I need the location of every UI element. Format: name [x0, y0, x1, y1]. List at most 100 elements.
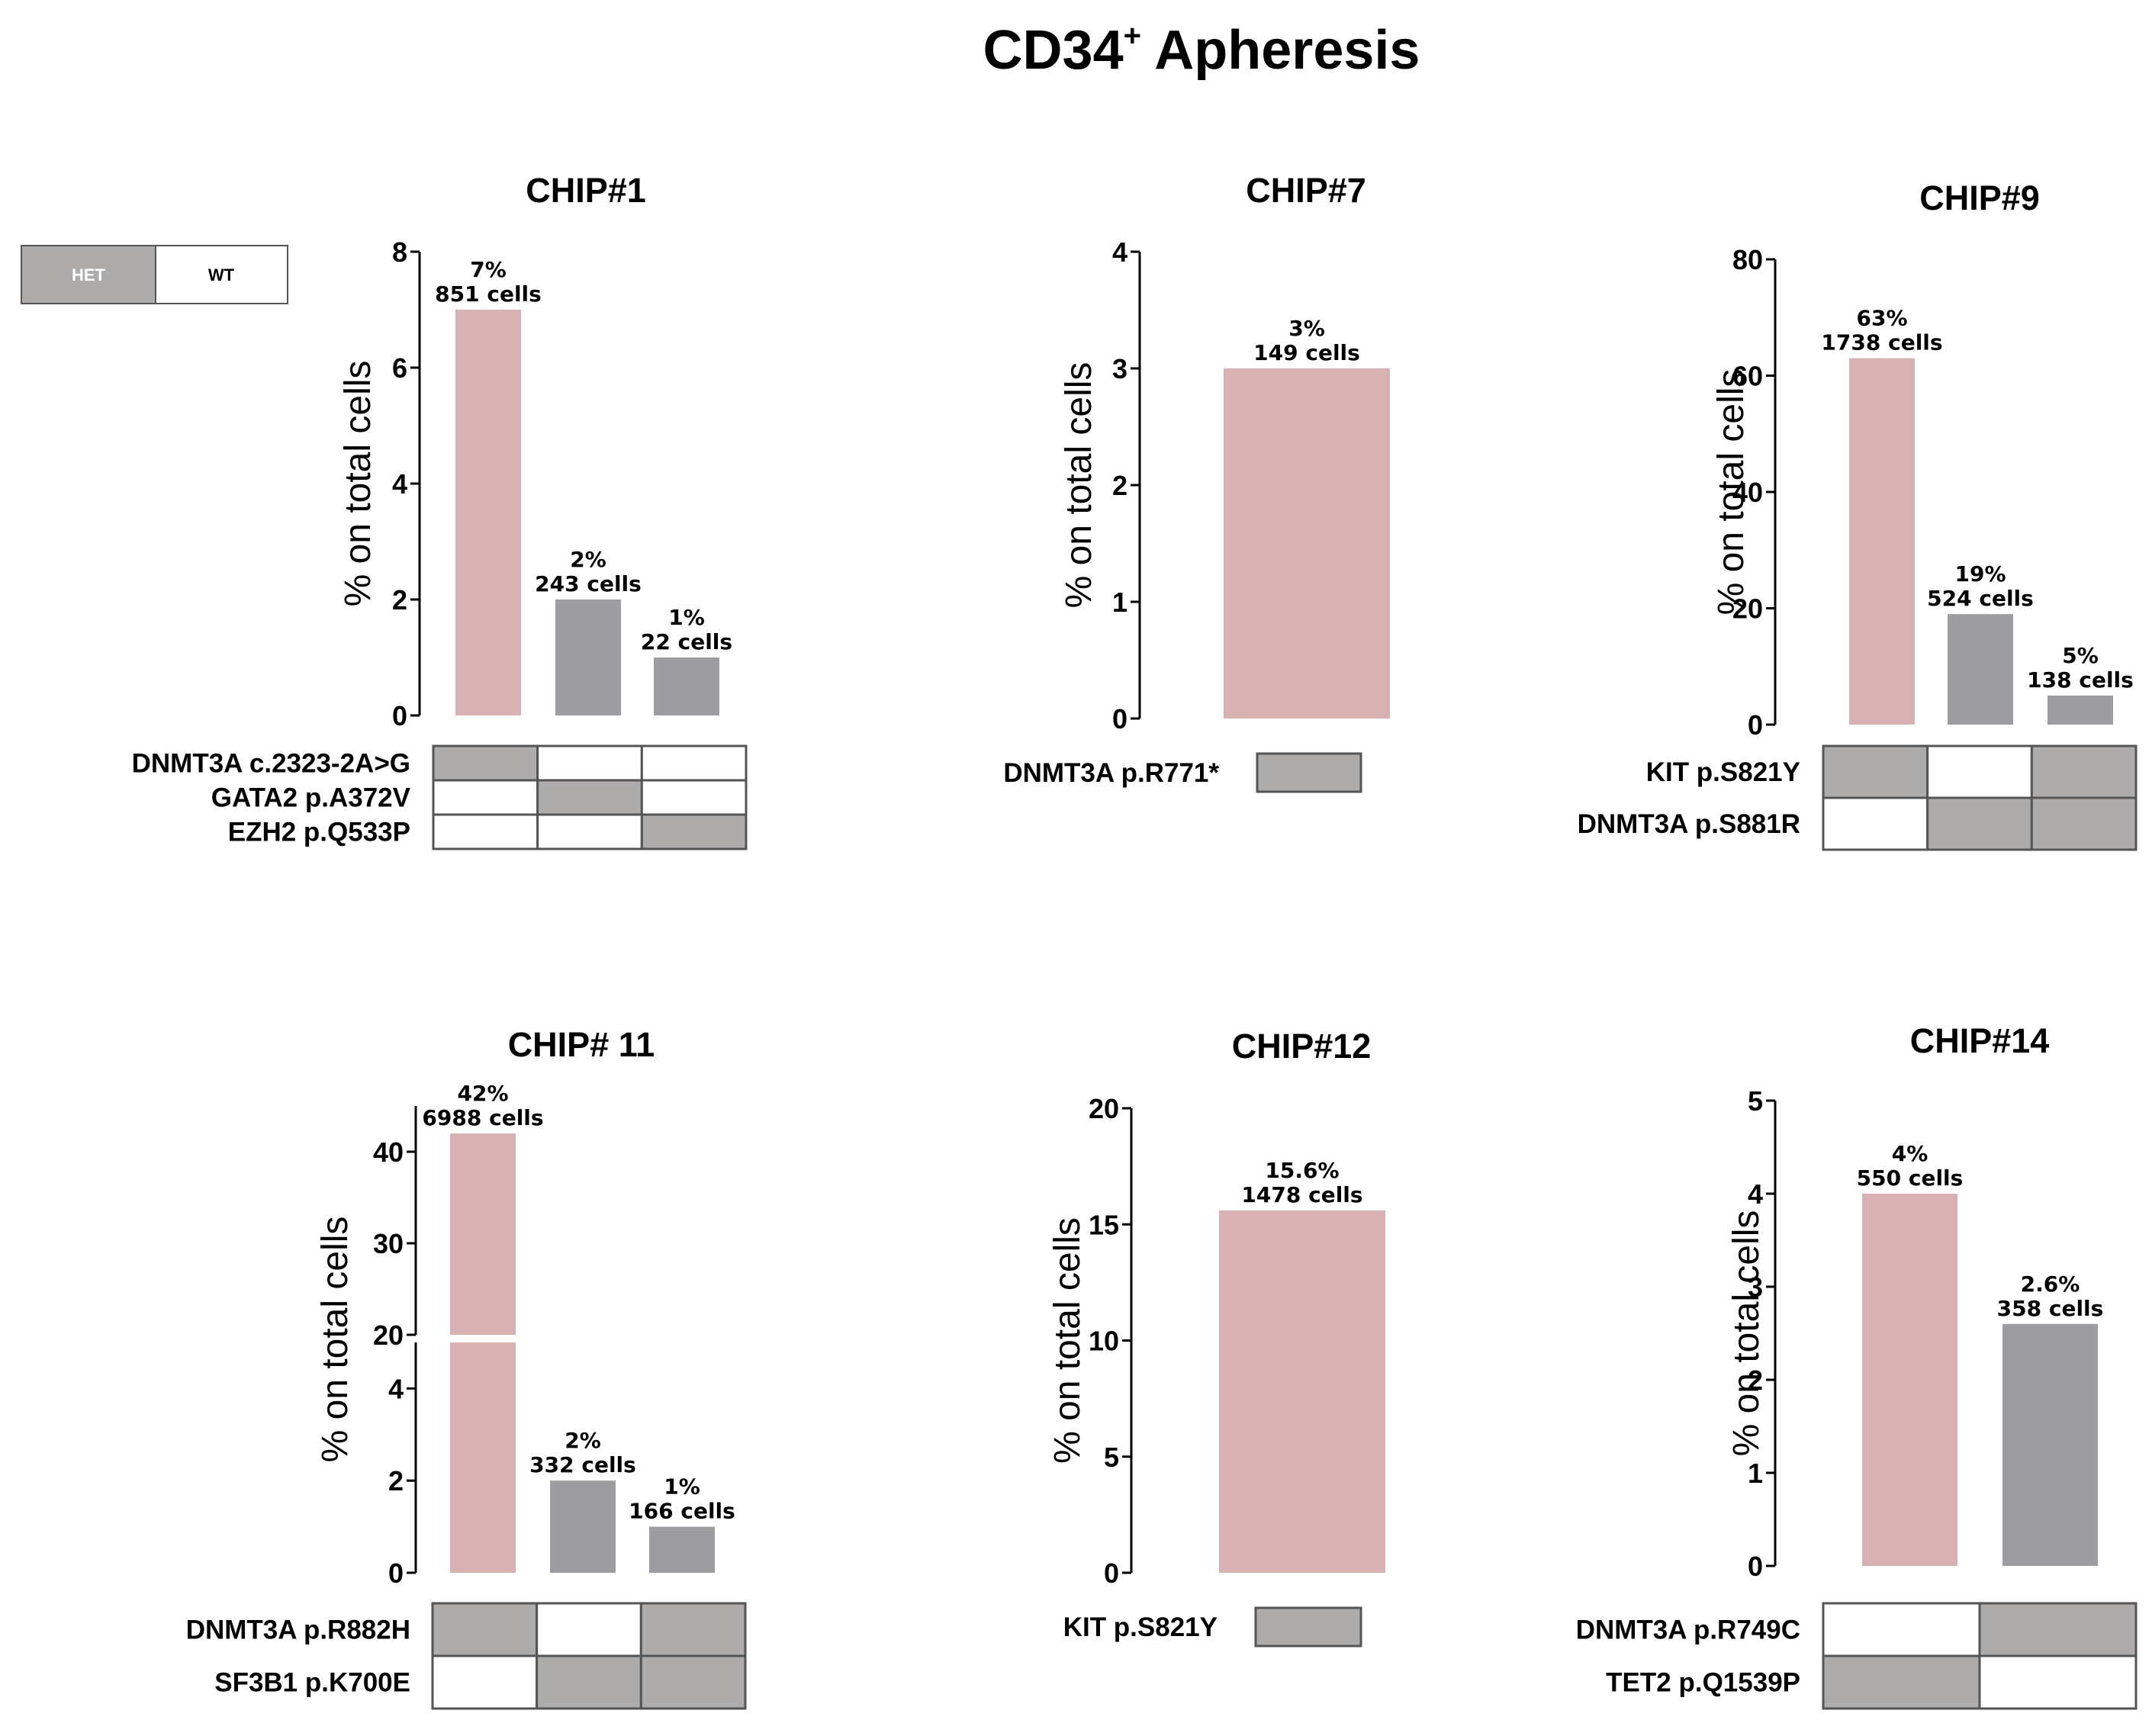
genotype-grid: DNMT3A c.2323-2A>G GATA2 p.A372V EZH2 p.Q5… [132, 744, 748, 850]
y-tick-label: 3 [1112, 353, 1127, 384]
y-tick-label: 3 [1748, 1271, 1763, 1303]
y-tick-label: 80 [1732, 244, 1763, 275]
bar [1849, 358, 1915, 725]
genotype-cell-het [1254, 1606, 1362, 1648]
data-label-cells: 138 cells [2027, 667, 2134, 693]
mutation-label: DNMT3A p.R749C [1576, 1615, 1800, 1645]
y-tick-label: 8 [392, 236, 407, 268]
genotype-grid: DNMT3A p.R882H SF3B1 p.K700E [186, 1602, 747, 1710]
y-tick-label: 2 [392, 584, 407, 616]
y-tick-label: 60 [1732, 361, 1763, 392]
genotype-grid: KIT p.S821Y [1063, 1606, 1362, 1648]
genotype-cell-het [536, 779, 643, 816]
bar [1224, 368, 1390, 719]
bar [654, 657, 719, 715]
genotype-cell-het [1822, 744, 1929, 799]
chart-title: CHIP#7 [1246, 171, 1366, 210]
genotype-cell-wt [536, 744, 643, 782]
chart-panels: CHIP#1 % on total cells 0 2 4 6 8 7%851 cells 2%… [132, 171, 2138, 1710]
bar [455, 310, 521, 715]
chart-panel-2: CHIP#7 % on total cells 0 1 2 3 4 3%149 cells DN… [1003, 171, 1390, 793]
y-tick-label: 0 [1112, 703, 1127, 735]
genotype-cell-wt [1822, 796, 1929, 851]
y-axis-label: % on total cells [1726, 1210, 1767, 1457]
bar [2002, 1323, 2098, 1566]
data-label-cells: 22 cells [641, 629, 732, 654]
mutation-label: DNMT3A p.R771* [1003, 758, 1219, 788]
data-label-percent: 4% [1892, 1141, 1928, 1166]
data-label-cells: 243 cells [535, 571, 642, 596]
figure-title: CD34+ Apheresis [983, 19, 1420, 81]
y-tick-label: 4 [388, 1373, 404, 1404]
legend-wt-swatch [155, 245, 288, 304]
chart-title: CHIP#12 [1232, 1027, 1372, 1066]
y-axis-label: % on total cells [1047, 1217, 1088, 1464]
data-label-cells: 1478 cells [1241, 1182, 1362, 1207]
y-tick-label: 40 [373, 1136, 404, 1168]
bar [555, 600, 621, 715]
data-label-percent: 63% [1856, 306, 1907, 331]
genotype-cell-het [432, 744, 539, 782]
mutation-label: GATA2 p.A372V [211, 783, 411, 813]
y-tick-label: 0 [392, 700, 407, 731]
y-tick-label: 1 [1112, 587, 1127, 618]
mutation-label: KIT p.S821Y [1646, 757, 1800, 787]
mutation-label: TET2 p.Q1539P [1606, 1668, 1800, 1698]
y-tick-label: 0 [388, 1558, 404, 1589]
chart-panel-3: CHIP#9 % on total cells 0 20 40 60 80 63%1738 c… [1578, 178, 2138, 851]
data-label-percent: 19% [1954, 561, 2006, 587]
chart-panel-6: CHIP#14 % on total cells 0 1 2 3 4 5 4%550 cells… [1576, 1021, 2138, 1710]
y-tick-label: 4 [1112, 236, 1127, 268]
genotype-cell-het [640, 813, 748, 850]
bar [1948, 614, 2013, 725]
chart-title: CHIP#9 [1919, 178, 2040, 217]
y-tick-label: 5 [1104, 1442, 1119, 1473]
y-tick-label: 30 [373, 1228, 404, 1259]
y-axis-label: % on total cells [315, 1217, 355, 1463]
genotype-cell-wt [640, 744, 748, 782]
y-axis-label: % on total cells [1059, 362, 1099, 609]
y-axis-label: % on total cells [1711, 369, 1752, 616]
data-label-percent: 2.6% [2021, 1271, 2080, 1297]
chart-title: CHIP# 11 [508, 1025, 655, 1064]
y-tick-label: 4 [392, 468, 407, 500]
data-label-cells: 332 cells [529, 1452, 636, 1477]
genotype-cell-het [1256, 752, 1362, 793]
bar-lower-segment [450, 1342, 516, 1573]
y-tick-label: 2 [1748, 1365, 1763, 1396]
genotype-grid: DNMT3A p.R771* [1003, 752, 1362, 793]
mutation-label: EZH2 p.Q533P [228, 818, 410, 847]
y-tick-label: 4 [1748, 1178, 1763, 1210]
legend-het-swatch [21, 245, 156, 304]
bar [1862, 1194, 1957, 1566]
genotype-cell-het [2030, 796, 2138, 851]
genotype-cell-het [639, 1654, 747, 1710]
bar [2047, 695, 2113, 725]
chart-title: CHIP#14 [1910, 1021, 2050, 1060]
chart-panel-5: CHIP#12 % on total cells 0 5 10 15 20 15.6%1478… [1047, 1027, 1385, 1648]
genotype-cell-het [1822, 1654, 1981, 1710]
genotype-cell-wt [432, 813, 539, 850]
genotype-cell-wt [640, 779, 748, 816]
chart-panel-1: CHIP#1 % on total cells 0 2 4 6 8 7%851 cells 2%… [132, 171, 748, 850]
data-label-percent: 1% [668, 605, 705, 630]
genotype-grid: KIT p.S821Y DNMT3A p.S881R [1578, 744, 2138, 851]
bar [550, 1480, 616, 1573]
genotype-cell-wt [536, 813, 643, 850]
bar [1219, 1210, 1385, 1573]
genotype-cell-wt [432, 779, 539, 816]
genotype-cell-wt [1822, 1602, 1981, 1657]
genotype-cell-het [1926, 796, 2033, 851]
data-label-percent: 15.6% [1265, 1158, 1339, 1183]
genotype-cell-het [431, 1602, 539, 1657]
data-label-percent: 1% [664, 1474, 700, 1500]
data-label-cells: 358 cells [1997, 1296, 2104, 1321]
mutation-label: SF3B1 p.K700E [214, 1668, 410, 1698]
data-label-percent: 2% [565, 1428, 601, 1453]
genotype-cell-het [1978, 1602, 2138, 1657]
data-label-cells: 166 cells [629, 1499, 735, 1524]
data-label-cells: 1738 cells [1821, 330, 1942, 355]
genotype-cell-wt [536, 1602, 642, 1657]
data-label-cells: 524 cells [1927, 586, 2034, 611]
